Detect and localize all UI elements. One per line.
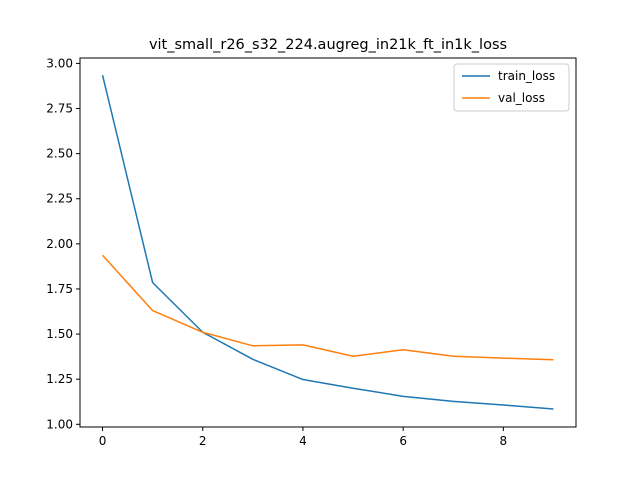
plot-area bbox=[79, 57, 577, 428]
y-tick-label: 2.25 bbox=[46, 192, 73, 206]
y-tick-label: 1.50 bbox=[46, 327, 73, 341]
y-tick-label: 1.00 bbox=[46, 417, 73, 431]
x-axis-ticks: 0 2 4 6 8 bbox=[99, 427, 507, 448]
series-layer bbox=[101, 74, 554, 410]
y-tick-label: 1.75 bbox=[46, 282, 73, 296]
x-tick-label: 2 bbox=[199, 434, 207, 448]
legend-label-train-loss: train_loss bbox=[498, 69, 555, 83]
y-tick-label: 3.00 bbox=[46, 56, 73, 70]
series-line-val-loss bbox=[101, 254, 554, 361]
chart-title: vit_small_r26_s32_224.augreg_in21k_ft_in… bbox=[149, 37, 507, 53]
x-tick-label: 6 bbox=[399, 434, 407, 448]
legend: train_loss val_loss bbox=[453, 63, 570, 112]
axes-frame bbox=[79, 57, 577, 428]
legend-label-val-loss: val_loss bbox=[498, 91, 545, 105]
y-axis-ticks: 1.00 1.25 1.50 1.75 2.00 2.25 2.50 2.75 3.00 bbox=[46, 56, 80, 431]
y-tick-label: 2.75 bbox=[46, 102, 73, 116]
x-tick-label: 8 bbox=[500, 434, 508, 448]
y-tick-label: 1.25 bbox=[46, 372, 73, 386]
y-tick-label: 2.00 bbox=[46, 237, 73, 251]
y-tick-label: 2.50 bbox=[46, 147, 73, 161]
x-tick-label: 4 bbox=[299, 434, 307, 448]
x-tick-label: 0 bbox=[99, 434, 107, 448]
series-line-train-loss bbox=[101, 74, 554, 410]
